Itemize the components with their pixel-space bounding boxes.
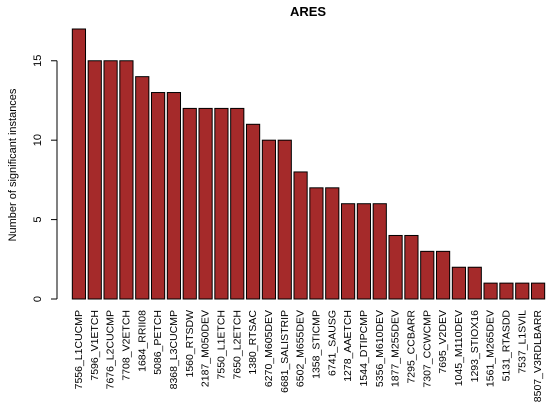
- x-tick-label: 6681_SALISTRIP: [279, 310, 291, 393]
- bar-2187_M050DEV: [198, 107, 213, 300]
- y-axis: 0 5 10 15: [32, 55, 58, 302]
- x-tick-label: 6741_SAUSG: [326, 310, 338, 376]
- bar-1561_M265DEV: [483, 282, 498, 300]
- bar-1544_DTIPCMP: [356, 203, 372, 300]
- bar-7676_L2CUCMP: [103, 60, 118, 300]
- x-tick-label: 1561_M265DEV: [485, 310, 497, 387]
- bar-7307_CCWCMP: [420, 250, 435, 300]
- bar-6741_SAUSG: [325, 187, 340, 300]
- bar-1380_RTSAC: [245, 123, 261, 300]
- bar-1684_RRII08: [135, 76, 150, 300]
- x-tick-label: 7307_CCWCMP: [421, 310, 433, 388]
- y-tick-label: 0: [32, 296, 44, 302]
- x-tick-label: 7708_V2ETCH: [120, 310, 132, 381]
- x-tick-label: 5086_PETCH: [152, 310, 164, 375]
- x-tick-label: 2187_M050DEV: [200, 310, 212, 387]
- bar-7556_L1CUCMP: [71, 28, 87, 300]
- x-tick-label: 1560_RTSDW: [184, 310, 196, 378]
- bar-1560_RTSDW: [182, 107, 197, 300]
- chart-title: ARES: [290, 4, 326, 19]
- bar-7708_V2ETCH: [119, 60, 134, 300]
- bar-1358_STICMP: [309, 187, 324, 300]
- x-tick-label: 5131_RTASDD: [500, 310, 512, 382]
- bar-5086_PETCH: [150, 92, 166, 300]
- bar-5356_M610DEV: [372, 203, 387, 300]
- y-tick-label: 15: [32, 55, 44, 67]
- bar-6270_M605DEV: [261, 139, 277, 300]
- bar-7695_V2DEV: [435, 250, 451, 300]
- bar-1045_M110DEV: [451, 266, 467, 300]
- bar-5131_RTASDD: [499, 282, 514, 300]
- bar-6681_SALISTRIP: [277, 139, 292, 300]
- x-tick-label: 5356_M610DEV: [374, 310, 386, 387]
- x-tick-label: 7596_V1ETCH: [89, 310, 101, 381]
- x-tick-label: 6270_M605DEV: [263, 310, 275, 387]
- x-tick-label: 7676_L2CUCMP: [105, 310, 117, 389]
- x-tick-label: 1684_RRII08: [136, 310, 148, 372]
- bar-7650_L2ETCH: [230, 107, 245, 300]
- bar-8507_V3RDLBARR: [530, 282, 546, 300]
- x-axis-labels: 7556_L1CUCMP 7596_V1ETCH 7676_L2CUCMP 7708_…: [73, 310, 544, 403]
- bar-1278_AAETCH: [340, 203, 356, 300]
- x-tick-label: 7295_CCBARR: [405, 310, 417, 384]
- x-tick-label: 1380_RTSAC: [247, 310, 259, 375]
- y-tick-label: 5: [32, 217, 44, 223]
- x-tick-label: 8368_L3CUCMP: [168, 310, 180, 389]
- bar-7550_L1ETCH: [214, 107, 229, 300]
- y-axis-label: Number of significant instances: [7, 88, 19, 241]
- x-tick-label: 1544_DTIPCMP: [358, 310, 370, 386]
- x-tick-label: 7650_L2ETCH: [231, 310, 243, 379]
- bar-7537_L1SVIL: [515, 282, 530, 300]
- x-tick-label: 1293_STIOX16: [469, 310, 481, 383]
- x-tick-label: 1358_STICMP: [310, 310, 322, 379]
- bars-group: [71, 28, 546, 300]
- x-tick-label: 7556_L1CUCMP: [73, 310, 85, 389]
- bar-7596_V1ETCH: [87, 60, 102, 300]
- bar-6502_M655DEV: [293, 171, 308, 300]
- x-tick-label: 7550_L1ETCH: [215, 310, 227, 379]
- bar-1877_M255DEV: [388, 234, 403, 300]
- x-tick-label: 8507_V3RDLBARR: [532, 310, 544, 403]
- x-tick-label: 7695_V2DEV: [437, 310, 449, 374]
- x-tick-label: 1877_M255DEV: [390, 310, 402, 387]
- bar-7295_CCBARR: [404, 234, 419, 300]
- x-tick-label: 1278_AAETCH: [342, 310, 354, 382]
- x-tick-label: 1045_M110DEV: [453, 310, 465, 386]
- x-tick-label: 6502_M655DEV: [295, 310, 307, 387]
- bar-8368_L3CUCMP: [166, 92, 182, 300]
- bar-1293_STIOX16: [467, 266, 482, 300]
- y-tick-label: 10: [32, 134, 44, 146]
- x-tick-label: 7537_L1SVIL: [516, 310, 528, 374]
